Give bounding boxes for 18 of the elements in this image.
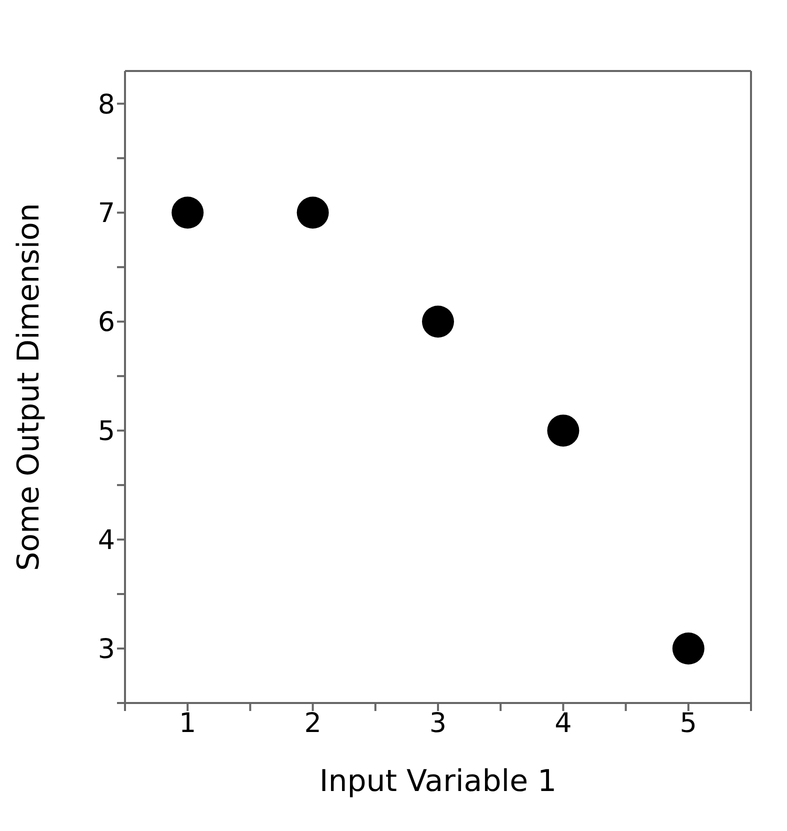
point xyxy=(296,196,329,229)
y-tick-label: 7 xyxy=(98,198,115,230)
y-tick-label: 4 xyxy=(98,525,115,556)
x-axis-title: Input Variable 1 xyxy=(319,764,557,799)
point xyxy=(547,414,580,447)
y-tick-label: 8 xyxy=(98,89,115,120)
x-tick-label: 4 xyxy=(554,708,572,740)
point xyxy=(672,632,704,665)
y-axis-title: Some Output Dimension xyxy=(12,203,47,571)
point xyxy=(422,306,454,338)
x-tick-label: 2 xyxy=(304,708,322,740)
y-tick-label: 6 xyxy=(98,307,115,338)
x-tick-label: 1 xyxy=(179,708,196,740)
y-tick-label: 5 xyxy=(98,416,115,448)
point xyxy=(172,196,204,229)
x-tick-label: 3 xyxy=(429,708,447,740)
y-tick-label: 3 xyxy=(98,634,115,666)
x-tick-label: 5 xyxy=(680,708,697,740)
